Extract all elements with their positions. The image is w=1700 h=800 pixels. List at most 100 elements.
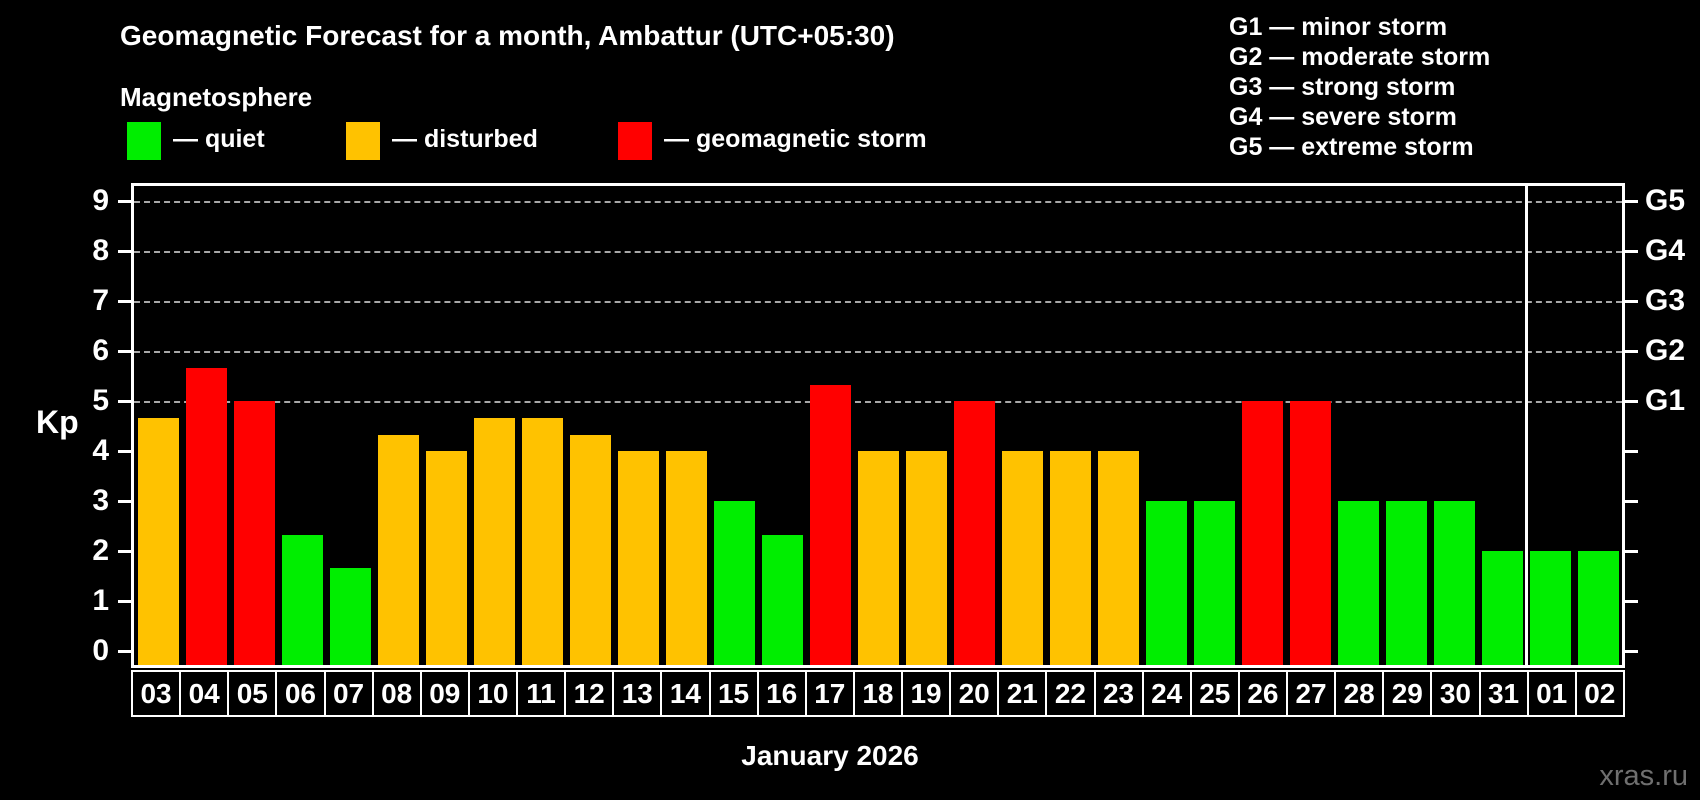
kp-bar-08 (377, 434, 419, 665)
date-cell-07: 07 (326, 672, 374, 715)
legend-item-disturbed: — disturbed (346, 120, 606, 160)
watermark: xras.ru (1599, 760, 1688, 792)
kp-bar-14 (665, 451, 707, 665)
date-cell-22: 22 (1047, 672, 1096, 715)
page-title: Geomagnetic Forecast for a month, Ambatt… (120, 20, 895, 51)
right-tick-8 (1625, 250, 1638, 253)
kp-bar-24 (1145, 501, 1187, 665)
legend-item-storm: — geomagnetic storm (618, 120, 927, 160)
x-axis-title: January 2026 (741, 740, 919, 771)
g-legend-line-3: G3 — strong storm (1229, 73, 1456, 101)
date-cell-28: 28 (1336, 672, 1385, 715)
g-legend-line-5: G5 — extreme storm (1229, 133, 1474, 161)
date-cell-12: 12 (566, 672, 615, 715)
gridline-kp-6 (134, 351, 1622, 353)
date-cell-11: 11 (518, 672, 567, 715)
date-cell-18: 18 (855, 672, 903, 715)
kp-bar-03 (137, 417, 179, 665)
date-axis: 03 04 05 06 07 08 09 10 11 12 13 14 15 16 17 18 19 20 21 22… (131, 670, 1625, 717)
y-tick-label-9: 9 (92, 184, 109, 217)
y-tick-1 (118, 600, 131, 603)
date-cell-04: 04 (181, 672, 230, 715)
quiet-swatch (127, 122, 161, 160)
date-cell-21: 21 (999, 672, 1048, 715)
y-tick-label-5: 5 (92, 384, 109, 417)
y-tick-8 (118, 250, 131, 253)
legend-label-quiet: — quiet (173, 125, 265, 153)
date-cell-05: 05 (229, 672, 278, 715)
g-level-label-G5: G5 (1645, 184, 1686, 217)
kp-bar-22 (1049, 451, 1091, 665)
date-cell-30: 30 (1432, 672, 1481, 715)
date-cell-02: 02 (1584, 677, 1616, 709)
g-legend-line-2: G2 — moderate storm (1229, 43, 1491, 71)
y-tick-7 (118, 300, 131, 303)
kp-bar-06 (281, 534, 323, 665)
right-tick-4 (1625, 450, 1638, 453)
y-tick-label-4: 4 (92, 434, 109, 467)
y-tick-label-1: 1 (92, 584, 109, 617)
g-scale-legend: G1 — minor storm G2 — moderate storm G3 — … (1229, 12, 1490, 162)
kp-bar-07 (329, 567, 371, 665)
kp-bar-16 (761, 534, 803, 665)
kp-bar-29 (1385, 501, 1427, 665)
kp-bar-17 (809, 384, 851, 665)
date-cell-27: 27 (1288, 672, 1337, 715)
y-tick-3 (118, 500, 131, 503)
date-cell-08: 08 (374, 672, 422, 715)
date-cell-23: 23 (1096, 672, 1144, 715)
storm-swatch (618, 122, 652, 160)
date-cell-15: 15 (711, 672, 759, 715)
date-cell-10: 10 (470, 672, 518, 715)
y-tick-label-7: 7 (92, 284, 109, 317)
kp-bar-01 (1529, 551, 1571, 665)
y-tick-4 (118, 450, 131, 453)
legend-label-disturbed: — disturbed (392, 125, 538, 153)
date-cell-25: 25 (1192, 672, 1240, 715)
kp-bar-11 (521, 417, 563, 665)
date-cell-17: 17 (807, 672, 855, 715)
right-tick-5 (1625, 400, 1638, 403)
kp-bar-21 (1001, 451, 1043, 665)
kp-bar-15 (713, 501, 755, 665)
gridline-kp-5 (134, 401, 1622, 403)
magnetosphere-label: Magnetosphere (120, 82, 313, 112)
date-cell-06: 06 (277, 672, 326, 715)
date-cell-20: 20 (951, 672, 1000, 715)
kp-bar-28 (1337, 501, 1379, 665)
kp-bar-20 (953, 401, 995, 665)
kp-bar-18 (857, 451, 899, 665)
date-cell-29: 29 (1384, 672, 1433, 715)
kp-bar-12 (569, 434, 611, 665)
legend-label-storm: — geomagnetic storm (664, 125, 927, 153)
y-tick-label-2: 2 (92, 534, 109, 567)
date-cell-24: 24 (1144, 672, 1192, 715)
date-cell-19: 19 (903, 672, 952, 715)
kp-bar-04 (185, 367, 227, 665)
right-tick-7 (1625, 300, 1638, 303)
kp-bar-26 (1241, 401, 1283, 665)
y-tick-label-8: 8 (92, 234, 109, 267)
date-cell-16: 16 (759, 672, 807, 715)
date-cell-26: 26 (1240, 672, 1288, 715)
kp-bar-23 (1097, 451, 1139, 665)
y-tick-label-6: 6 (92, 334, 109, 367)
date-cell-09: 09 (422, 672, 470, 715)
kp-bar-10 (473, 417, 515, 665)
kp-bar-25 (1193, 501, 1235, 665)
g-level-label-G2: G2 (1645, 334, 1686, 367)
y-axis-label: Kp (36, 404, 79, 440)
y-tick-6 (118, 350, 131, 353)
kp-bar-02 (1577, 551, 1619, 665)
y-tick-9 (118, 200, 131, 203)
date-cell-03: 03 (133, 672, 182, 715)
g-level-label-G1: G1 (1645, 384, 1686, 417)
plot-area (131, 183, 1625, 668)
gridline-kp-8 (134, 251, 1622, 253)
g-level-label-G3: G3 (1645, 284, 1686, 317)
kp-bar-13 (617, 451, 659, 665)
date-cell-31: 31 (1481, 672, 1529, 715)
g-legend-line-4: G4 — severe storm (1229, 103, 1457, 131)
date-cell-14: 14 (662, 672, 711, 715)
kp-bar-30 (1433, 501, 1475, 665)
